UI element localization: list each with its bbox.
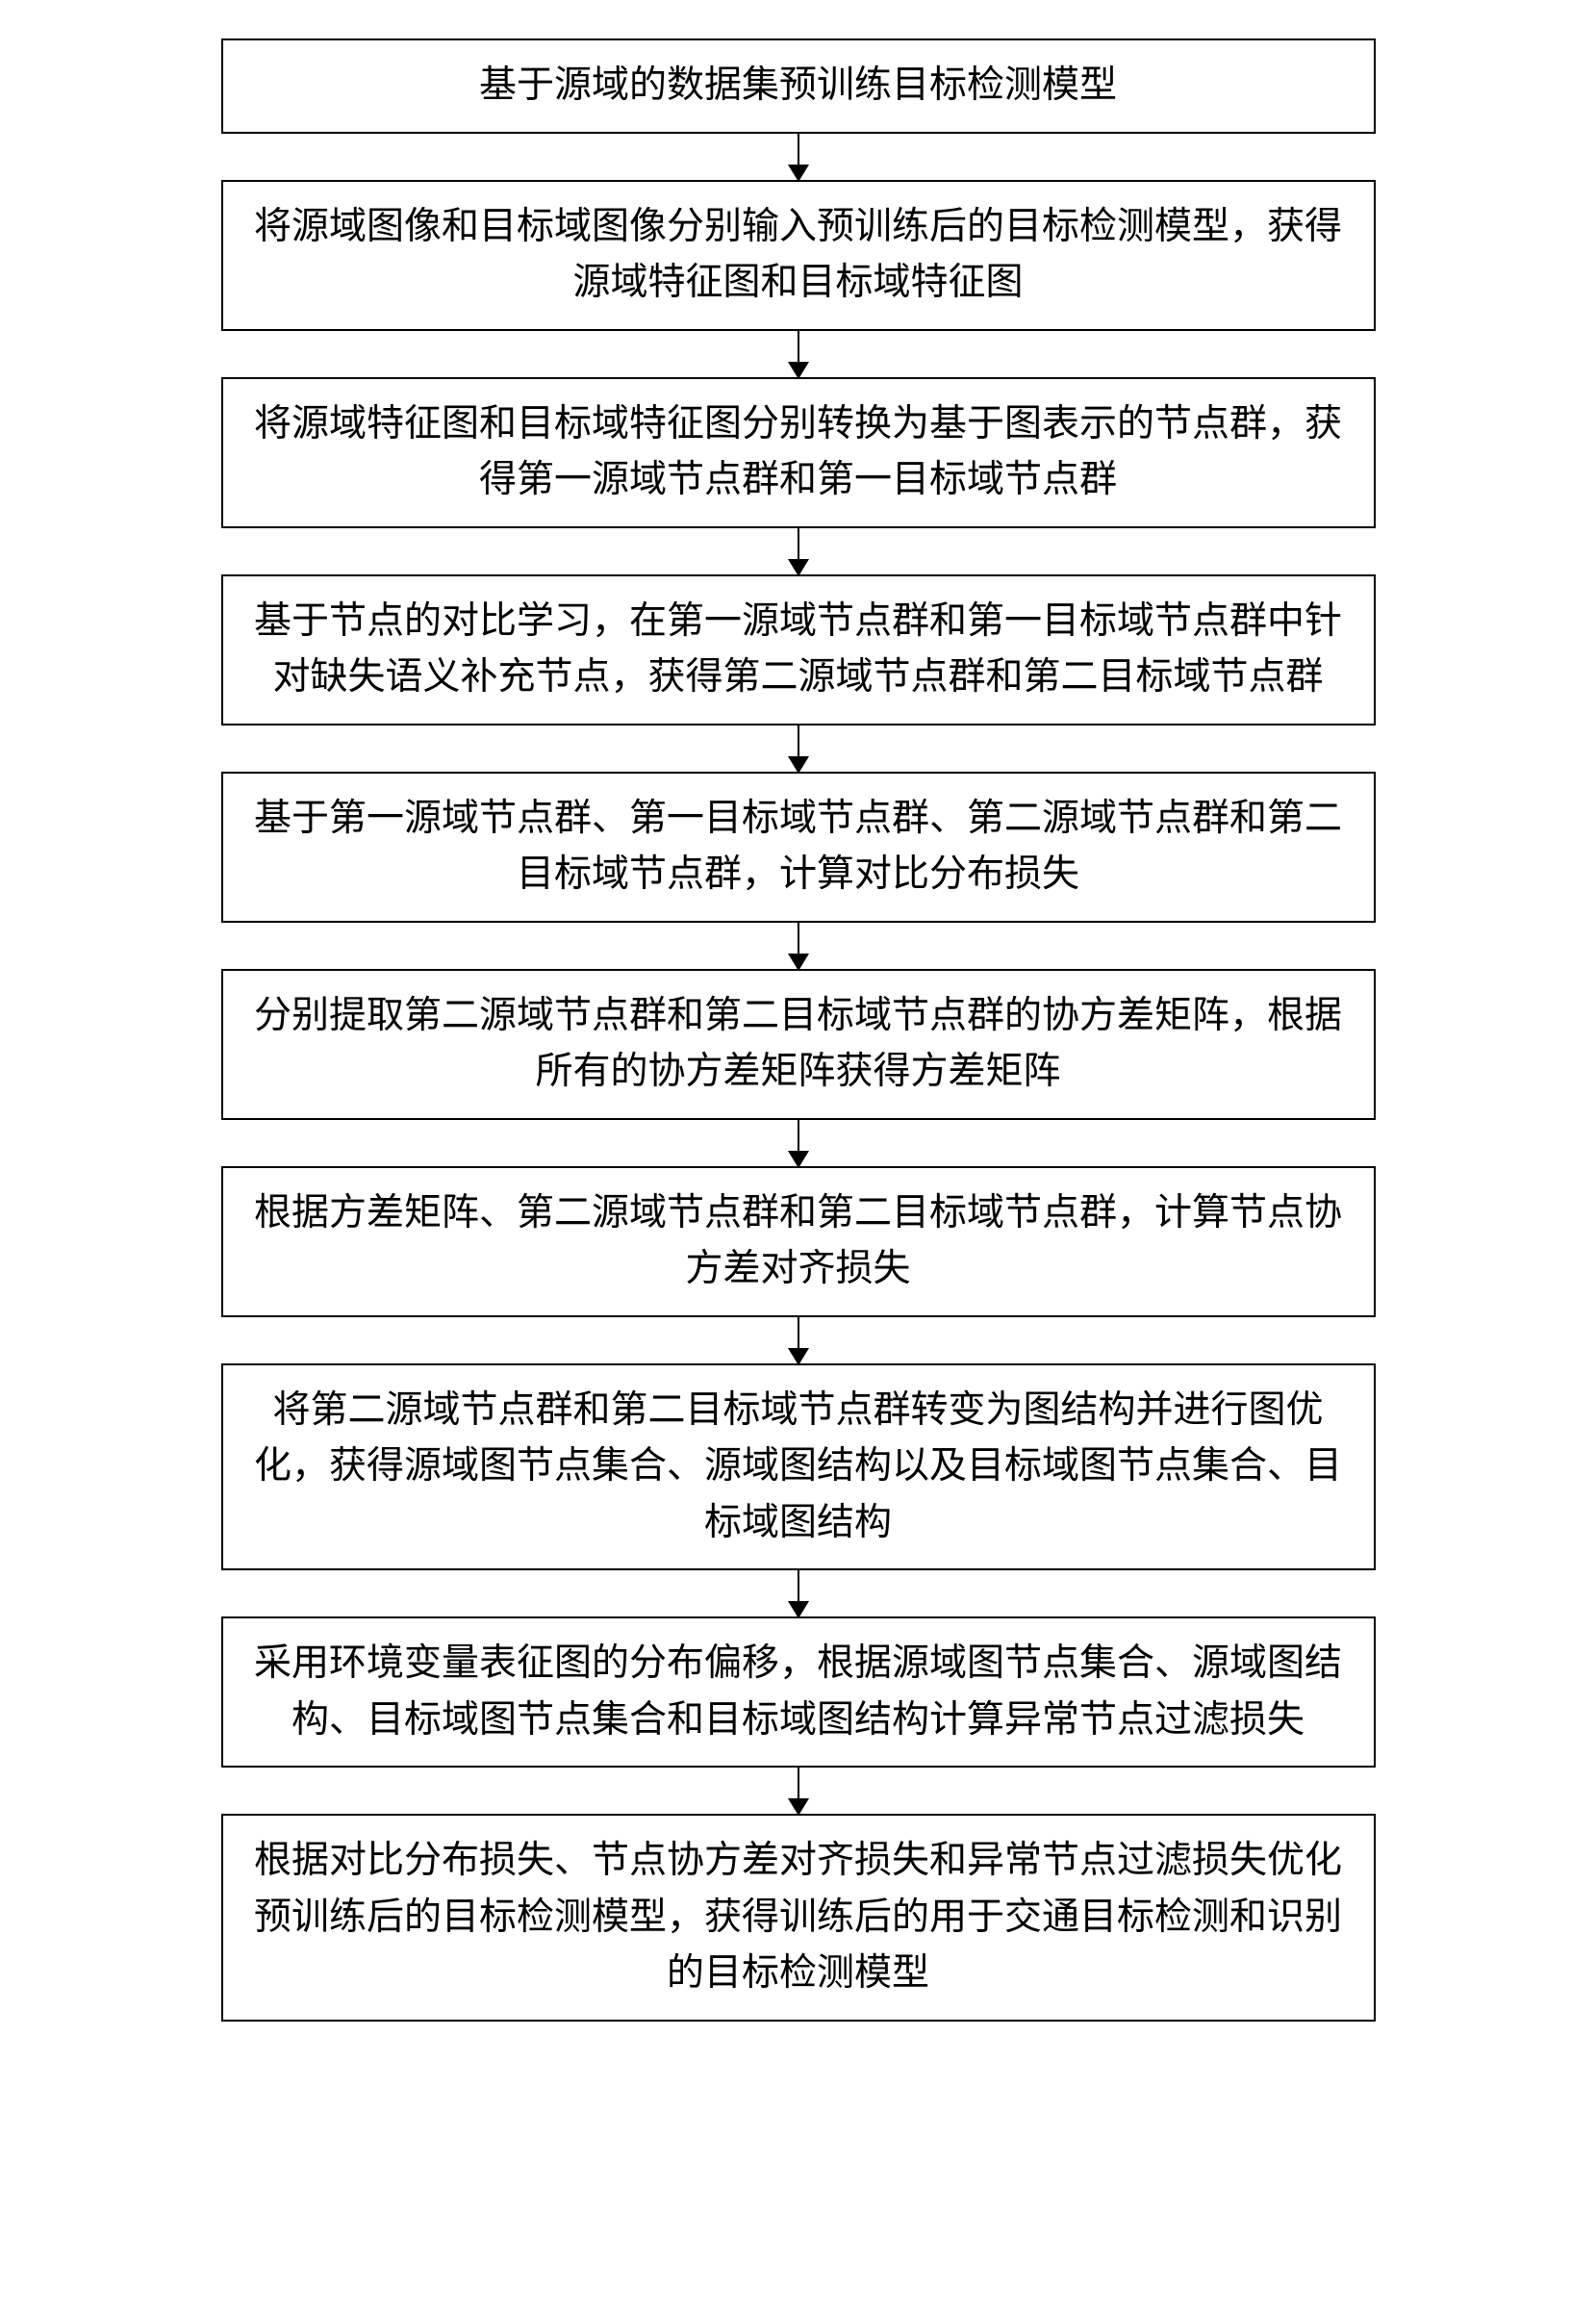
flowchart-container: 基于源域的数据集预训练目标检测模型将源域图像和目标域图像分别输入预训练后的目标检… bbox=[53, 38, 1544, 2022]
step-box-s600: 分别提取第二源域节点群和第二目标域节点群的协方差矩阵，根据所有的协方差矩阵获得方… bbox=[221, 969, 1376, 1120]
arrow-down-icon bbox=[798, 1120, 799, 1166]
arrow-down-icon bbox=[798, 1317, 799, 1363]
step-box-s900: 采用环境变量表征图的分布偏移，根据源域图节点集合、源域图结构、目标域图节点集合和… bbox=[221, 1616, 1376, 1768]
step-box-s300: 将源域特征图和目标域特征图分别转换为基于图表示的节点群，获得第一源域节点群和第一… bbox=[221, 377, 1376, 528]
arrow-down-icon bbox=[798, 1570, 799, 1616]
step-box-s100: 基于源域的数据集预训练目标检测模型 bbox=[221, 38, 1376, 134]
step-wrapper-s600: 分别提取第二源域节点群和第二目标域节点群的协方差矩阵，根据所有的协方差矩阵获得方… bbox=[53, 969, 1544, 1120]
step-wrapper-s200: 将源域图像和目标域图像分别输入预训练后的目标检测模型，获得源域特征图和目标域特征… bbox=[53, 180, 1544, 331]
step-wrapper-s1000: 根据对比分布损失、节点协方差对齐损失和异常节点过滤损失优化预训练后的目标检测模型… bbox=[53, 1814, 1544, 2022]
step-box-s500: 基于第一源域节点群、第一目标域节点群、第二源域节点群和第二目标域节点群，计算对比… bbox=[221, 772, 1376, 923]
arrow-down-icon bbox=[798, 923, 799, 969]
step-box-s400: 基于节点的对比学习，在第一源域节点群和第一目标域节点群中针对缺失语义补充节点，获… bbox=[221, 574, 1376, 725]
arrow-down-icon bbox=[798, 331, 799, 377]
step-wrapper-s100: 基于源域的数据集预训练目标检测模型 bbox=[53, 38, 1544, 134]
arrow-down-icon bbox=[798, 134, 799, 180]
step-wrapper-s800: 将第二源域节点群和第二目标域节点群转变为图结构并进行图优化，获得源域图节点集合、… bbox=[53, 1363, 1544, 1571]
step-box-s800: 将第二源域节点群和第二目标域节点群转变为图结构并进行图优化，获得源域图节点集合、… bbox=[221, 1363, 1376, 1571]
step-box-s200: 将源域图像和目标域图像分别输入预训练后的目标检测模型，获得源域特征图和目标域特征… bbox=[221, 180, 1376, 331]
step-wrapper-s900: 采用环境变量表征图的分布偏移，根据源域图节点集合、源域图结构、目标域图节点集合和… bbox=[53, 1616, 1544, 1768]
arrow-down-icon bbox=[798, 725, 799, 772]
step-box-s1000: 根据对比分布损失、节点协方差对齐损失和异常节点过滤损失优化预训练后的目标检测模型… bbox=[221, 1814, 1376, 2022]
step-wrapper-s500: 基于第一源域节点群、第一目标域节点群、第二源域节点群和第二目标域节点群，计算对比… bbox=[53, 772, 1544, 923]
step-wrapper-s300: 将源域特征图和目标域特征图分别转换为基于图表示的节点群，获得第一源域节点群和第一… bbox=[53, 377, 1544, 528]
step-wrapper-s700: 根据方差矩阵、第二源域节点群和第二目标域节点群，计算节点协方差对齐损失 bbox=[53, 1166, 1544, 1317]
step-wrapper-s400: 基于节点的对比学习，在第一源域节点群和第一目标域节点群中针对缺失语义补充节点，获… bbox=[53, 574, 1544, 725]
step-box-s700: 根据方差矩阵、第二源域节点群和第二目标域节点群，计算节点协方差对齐损失 bbox=[221, 1166, 1376, 1317]
arrow-down-icon bbox=[798, 1768, 799, 1814]
arrow-down-icon bbox=[798, 528, 799, 574]
